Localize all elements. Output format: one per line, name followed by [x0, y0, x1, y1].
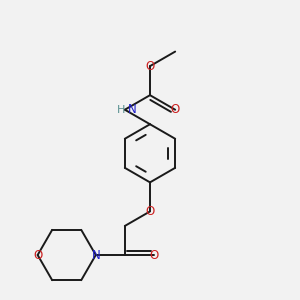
- Text: O: O: [149, 248, 158, 262]
- Text: N: N: [128, 103, 137, 116]
- Text: O: O: [146, 205, 154, 218]
- Text: O: O: [146, 60, 154, 73]
- Text: O: O: [33, 248, 42, 262]
- Text: H: H: [116, 105, 125, 115]
- Text: N: N: [92, 248, 100, 262]
- Text: O: O: [170, 103, 180, 116]
